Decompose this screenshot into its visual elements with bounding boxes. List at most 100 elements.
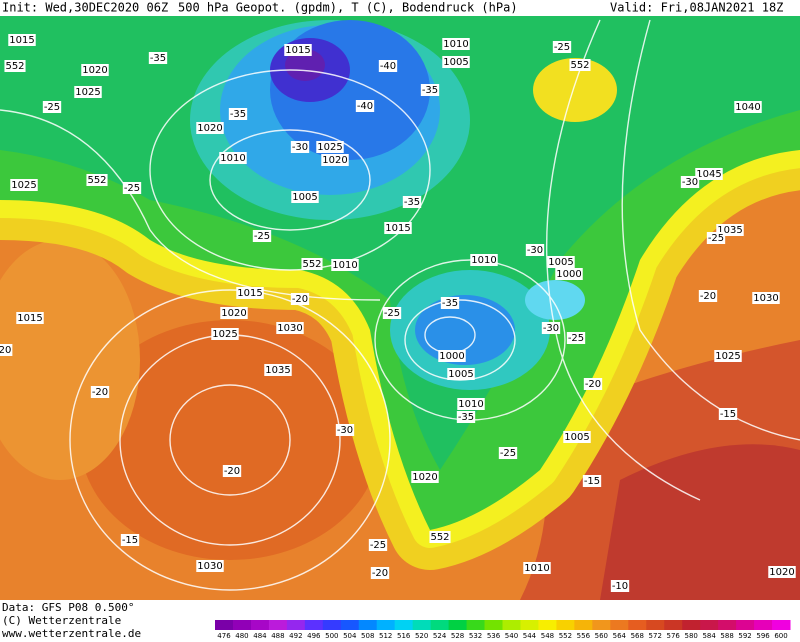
isoline-label: -35 — [404, 197, 420, 208]
label-bg — [8, 34, 36, 46]
isoline-label: 1020 — [197, 123, 222, 134]
isoline-label: 1010 — [332, 260, 357, 271]
label-bg — [331, 259, 359, 271]
colorbar-label: 504 — [343, 632, 357, 640]
colorbar-label: 516 — [397, 632, 411, 640]
label-bg — [706, 232, 726, 244]
isoline-label: 552 — [302, 259, 321, 270]
label-bg — [420, 84, 440, 96]
colorbar-label: 576 — [667, 632, 681, 640]
init-time: Init: Wed,30DEC2020 06Z — [2, 1, 168, 15]
colorbar-label: 496 — [307, 632, 321, 640]
isoline-label: -20 — [372, 568, 388, 579]
isoline-label: -15 — [584, 476, 600, 487]
isoline-label: 1020 — [221, 308, 246, 319]
isoline-label: 1045 — [696, 169, 721, 180]
isoline-label: 1010 — [220, 153, 245, 164]
isoline-label: -35 — [422, 85, 438, 96]
colorbar-swatch — [376, 620, 396, 630]
isoline-label: 1015 — [285, 45, 310, 56]
label-bg — [384, 222, 412, 234]
label-bg — [16, 312, 44, 324]
label-bg — [768, 566, 796, 578]
isoline-label: 552 — [570, 60, 589, 71]
colorbar-label: 548 — [541, 632, 554, 640]
label-bg — [566, 332, 586, 344]
label-bg — [211, 328, 239, 340]
colorbar-label: 508 — [361, 632, 374, 640]
isoline-label: 1020 — [322, 155, 347, 166]
label-bg — [220, 307, 248, 319]
colorbar-swatch — [286, 620, 306, 630]
label-bg — [610, 580, 630, 592]
isoline-label: -25 — [44, 102, 60, 113]
label-bg — [498, 447, 518, 459]
label-bg — [382, 307, 402, 319]
label-bg — [541, 322, 561, 334]
label-bg — [196, 560, 224, 572]
isoline-label: 1020 — [82, 65, 107, 76]
isoline-label: -35 — [150, 53, 166, 64]
label-bg — [440, 297, 460, 309]
colorbar-swatch — [322, 620, 342, 630]
label-bg — [582, 475, 602, 487]
label-bg — [42, 101, 62, 113]
label-bg — [714, 350, 742, 362]
colorbar-label: 532 — [469, 632, 482, 640]
colorbar-label: 588 — [720, 632, 733, 640]
isoline-label: -30 — [337, 425, 353, 436]
valid-time: Valid: Fri,08JAN2021 18Z — [610, 1, 783, 15]
label-bg — [429, 531, 451, 543]
isoline-label: -20 — [92, 387, 108, 398]
isoline-label: 1010 — [471, 255, 496, 266]
label-bg — [470, 254, 498, 266]
label-bg — [222, 465, 242, 477]
colorbar-label: 544 — [523, 632, 537, 640]
label-bg — [569, 59, 591, 71]
isoline-label: 1015 — [385, 223, 410, 234]
label-bg — [552, 41, 572, 53]
colorbar-swatch — [250, 620, 270, 630]
label-bg — [219, 152, 247, 164]
isoline-label: -25 — [254, 231, 270, 242]
colorbar-swatch — [448, 620, 468, 630]
label-bg — [368, 539, 388, 551]
label-bg — [402, 196, 422, 208]
label-bg — [718, 408, 738, 420]
label-bg — [316, 141, 344, 153]
label-bg — [290, 141, 310, 153]
isoline-label: -30 — [292, 142, 308, 153]
colorbar-label: 560 — [595, 632, 608, 640]
isoline-label: 1005 — [548, 257, 573, 268]
isoline-label: -15 — [122, 535, 138, 546]
label-bg — [74, 86, 102, 98]
isoline-label: 1015 — [237, 288, 262, 299]
isoline-label: 1005 — [564, 432, 589, 443]
isoline-label: -30 — [527, 245, 543, 256]
label-bg — [236, 287, 264, 299]
colorbar-swatch — [232, 620, 252, 630]
colorbar-swatch — [754, 620, 773, 630]
colorbar-swatch — [484, 620, 503, 630]
isoline-label: 1025 — [715, 351, 740, 362]
colorbar-label: 592 — [738, 632, 751, 640]
isoline-label: 1000 — [439, 351, 464, 362]
colorbar-label: 488 — [271, 632, 284, 640]
isoline-label: -20 — [224, 466, 240, 477]
label-bg — [698, 290, 718, 302]
colorbar-swatch — [394, 620, 414, 630]
colorbar-swatch — [268, 620, 288, 630]
label-bg — [456, 411, 476, 423]
isoline-label: -40 — [380, 61, 396, 72]
label-bg — [583, 378, 603, 390]
isoline-label: -25 — [500, 448, 516, 459]
isoline-label: 1035 — [717, 225, 742, 236]
colorbar-swatch — [772, 620, 791, 630]
label-bg — [0, 344, 13, 356]
colorbar-swatch — [664, 620, 683, 630]
colorbar-label: 552 — [559, 632, 572, 640]
isoline-label: 1005 — [448, 369, 473, 380]
label-bg — [196, 122, 224, 134]
label-bg — [525, 244, 545, 256]
colorbar-label: 480 — [235, 632, 248, 640]
